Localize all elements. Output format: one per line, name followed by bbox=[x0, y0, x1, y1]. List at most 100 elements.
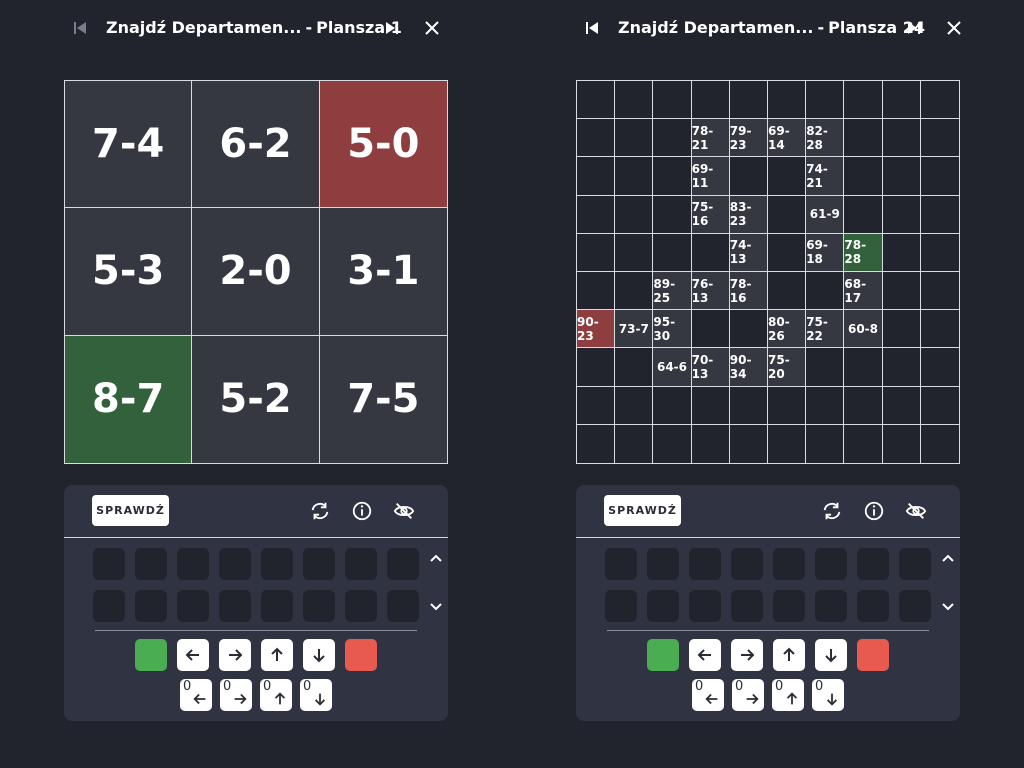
board-cell[interactable]: 68-17 bbox=[844, 272, 883, 311]
board-cell[interactable] bbox=[615, 233, 654, 272]
board-cell[interactable]: 7-4 bbox=[65, 81, 193, 209]
board-cell[interactable]: 5-2 bbox=[192, 335, 320, 463]
board-cell[interactable] bbox=[577, 119, 616, 158]
board-cell[interactable]: 74-13 bbox=[729, 233, 768, 272]
answer-slot[interactable] bbox=[647, 590, 679, 622]
board-cell[interactable] bbox=[615, 424, 654, 463]
board-cell[interactable]: 3-1 bbox=[319, 208, 447, 336]
answer-slot[interactable] bbox=[387, 590, 419, 622]
board-cell[interactable] bbox=[844, 119, 883, 158]
arrow-left-key[interactable] bbox=[689, 639, 721, 671]
board-cell[interactable]: 69-11 bbox=[691, 157, 730, 196]
board-cell[interactable] bbox=[844, 348, 883, 387]
board-cell[interactable]: 90-23 bbox=[577, 310, 616, 349]
answer-slot[interactable] bbox=[93, 590, 125, 622]
close-button[interactable] bbox=[942, 16, 966, 40]
board-cell[interactable] bbox=[882, 195, 921, 234]
first-board-button[interactable] bbox=[580, 16, 604, 40]
board-cell[interactable] bbox=[920, 233, 959, 272]
board-cell[interactable] bbox=[691, 310, 730, 349]
board-cell[interactable] bbox=[882, 119, 921, 158]
answer-slot[interactable] bbox=[815, 590, 847, 622]
board-cell[interactable] bbox=[920, 157, 959, 196]
board-cell[interactable] bbox=[806, 272, 845, 311]
answer-slot[interactable] bbox=[177, 548, 209, 580]
board-cell[interactable]: 60-8 bbox=[844, 310, 883, 349]
board-cell[interactable] bbox=[577, 348, 616, 387]
board-cell[interactable] bbox=[653, 195, 692, 234]
board-cell[interactable]: 70-13 bbox=[691, 348, 730, 387]
board-cell[interactable] bbox=[882, 272, 921, 311]
board-cell[interactable] bbox=[920, 119, 959, 158]
board-cell[interactable]: 75-20 bbox=[768, 348, 807, 387]
first-board-button[interactable] bbox=[68, 16, 92, 40]
board-cell[interactable] bbox=[691, 233, 730, 272]
board-cell[interactable] bbox=[920, 348, 959, 387]
board-cell[interactable] bbox=[920, 195, 959, 234]
board-cell[interactable] bbox=[653, 386, 692, 425]
last-board-button[interactable] bbox=[902, 16, 926, 40]
board-cell[interactable] bbox=[577, 424, 616, 463]
board-cell[interactable]: 6-2 bbox=[192, 81, 320, 209]
board-cell[interactable] bbox=[615, 195, 654, 234]
answer-slot[interactable] bbox=[261, 590, 293, 622]
board-cell[interactable] bbox=[768, 157, 807, 196]
arrow-down-key[interactable] bbox=[815, 639, 847, 671]
close-button[interactable] bbox=[420, 16, 444, 40]
board-cell[interactable]: 5-0 bbox=[319, 81, 447, 209]
board-cell[interactable] bbox=[806, 424, 845, 463]
board-cell[interactable] bbox=[691, 81, 730, 120]
scroll-down-button[interactable] bbox=[940, 598, 956, 614]
board-cell[interactable] bbox=[729, 386, 768, 425]
answer-slot[interactable] bbox=[689, 590, 721, 622]
board-cell[interactable] bbox=[920, 81, 959, 120]
board-cell[interactable] bbox=[768, 272, 807, 311]
board-cell[interactable] bbox=[920, 272, 959, 311]
board-cell[interactable]: 73-7 bbox=[615, 310, 654, 349]
reject-key[interactable] bbox=[345, 639, 377, 671]
board-cell[interactable]: 90-34 bbox=[729, 348, 768, 387]
answer-slot[interactable] bbox=[815, 548, 847, 580]
board-cell[interactable] bbox=[577, 272, 616, 311]
board-cell[interactable] bbox=[691, 386, 730, 425]
board-cell[interactable]: 82-28 bbox=[806, 119, 845, 158]
board-cell[interactable] bbox=[806, 386, 845, 425]
answer-slot[interactable] bbox=[345, 590, 377, 622]
board-cell[interactable] bbox=[653, 119, 692, 158]
scroll-down-button[interactable] bbox=[428, 598, 444, 614]
arrow-up-key[interactable] bbox=[773, 639, 805, 671]
board-cell[interactable]: 75-22 bbox=[806, 310, 845, 349]
board-cell[interactable] bbox=[920, 310, 959, 349]
last-board-button[interactable] bbox=[380, 16, 404, 40]
board-cell[interactable] bbox=[615, 348, 654, 387]
board-cell[interactable]: 5-3 bbox=[65, 208, 193, 336]
board-cell[interactable] bbox=[882, 348, 921, 387]
scroll-up-button[interactable] bbox=[428, 551, 444, 567]
answer-slot[interactable] bbox=[773, 548, 805, 580]
board-cell[interactable] bbox=[844, 157, 883, 196]
arrow-right-key[interactable] bbox=[731, 639, 763, 671]
board-cell[interactable]: 7-5 bbox=[319, 335, 447, 463]
answer-slot[interactable] bbox=[689, 548, 721, 580]
answer-slot[interactable] bbox=[899, 548, 931, 580]
board-cell[interactable] bbox=[729, 157, 768, 196]
board-cell[interactable] bbox=[806, 81, 845, 120]
board-cell[interactable] bbox=[577, 157, 616, 196]
board-cell[interactable] bbox=[768, 233, 807, 272]
hide-button[interactable] bbox=[904, 499, 928, 523]
board-cell[interactable]: 69-14 bbox=[768, 119, 807, 158]
zero-up-key[interactable]: 0 bbox=[260, 679, 292, 711]
board-cell[interactable] bbox=[806, 348, 845, 387]
board-cell[interactable]: 64-6 bbox=[653, 348, 692, 387]
board-3x3[interactable]: 7-4 6-2 5-0 5-3 2-0 3-1 8-7 5-2 7-5 bbox=[64, 80, 448, 464]
board-10x10[interactable]: 78-21 79-23 69-14 82-28 69-11 74-21 75-16 83-23… bbox=[576, 80, 960, 464]
board-cell[interactable] bbox=[577, 233, 616, 272]
board-cell[interactable] bbox=[882, 81, 921, 120]
answer-slot[interactable] bbox=[135, 590, 167, 622]
board-cell[interactable]: 69-18 bbox=[806, 233, 845, 272]
hide-button[interactable] bbox=[392, 499, 416, 523]
refresh-button[interactable] bbox=[820, 499, 844, 523]
board-cell[interactable] bbox=[882, 310, 921, 349]
arrow-left-key[interactable] bbox=[177, 639, 209, 671]
answer-slot[interactable] bbox=[647, 548, 679, 580]
